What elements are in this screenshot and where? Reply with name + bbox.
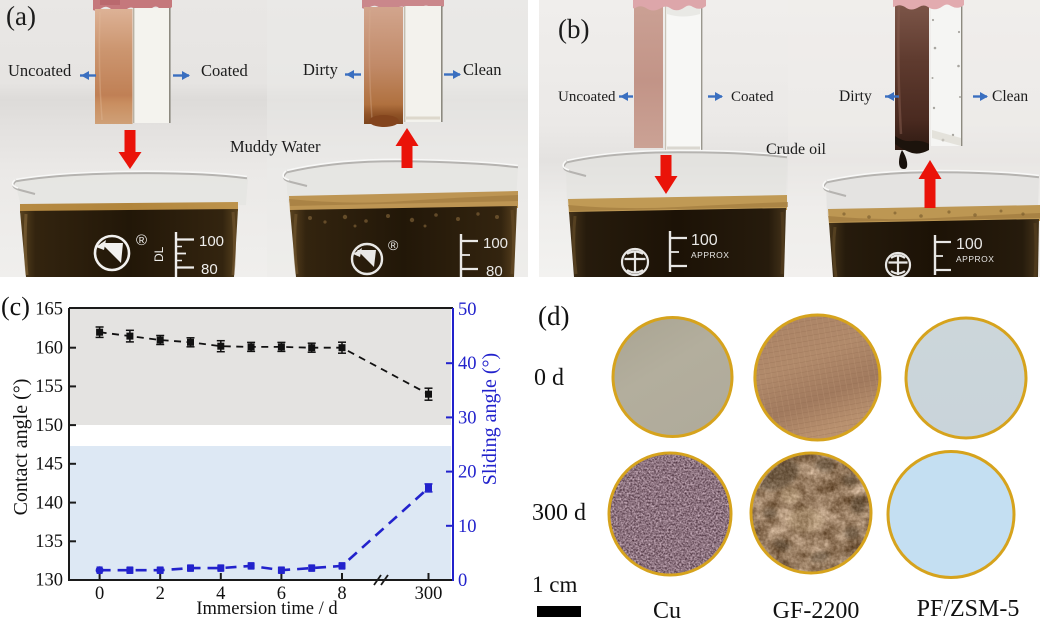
svg-text:Cu: Cu [653, 598, 681, 622]
svg-text:300 d: 300 d [532, 500, 586, 526]
svg-text:30: 30 [458, 408, 477, 428]
svg-text:0: 0 [95, 584, 104, 604]
svg-text:6: 6 [277, 584, 286, 604]
svg-text:Uncoated: Uncoated [558, 89, 616, 105]
svg-text:145: 145 [35, 455, 63, 475]
svg-text:1 cm: 1 cm [532, 572, 577, 597]
svg-text:0 d: 0 d [534, 365, 564, 391]
svg-text:100: 100 [199, 233, 224, 250]
svg-text:165: 165 [35, 300, 63, 320]
svg-text:20: 20 [458, 463, 477, 483]
svg-text:300: 300 [415, 584, 443, 604]
svg-text:100: 100 [691, 232, 718, 249]
svg-text:Clean: Clean [463, 60, 502, 79]
svg-text:10: 10 [458, 517, 477, 537]
svg-text:150: 150 [35, 416, 63, 436]
svg-text:8: 8 [337, 584, 346, 604]
svg-text:Crude oil: Crude oil [766, 141, 827, 158]
svg-text:Uncoated: Uncoated [8, 61, 72, 80]
svg-text:130: 130 [35, 571, 63, 591]
svg-text:®: ® [388, 237, 399, 253]
svg-text:Coated: Coated [201, 61, 248, 80]
svg-text:GF-2200: GF-2200 [773, 598, 860, 622]
svg-text:4: 4 [216, 584, 225, 604]
svg-text:Immersion time / d: Immersion time / d [196, 599, 338, 619]
svg-text:80: 80 [201, 261, 218, 277]
svg-text:®: ® [136, 232, 147, 249]
svg-text:Muddy Water: Muddy Water [230, 137, 321, 156]
svg-text:APPROX: APPROX [956, 254, 994, 264]
svg-text:Clean: Clean [992, 88, 1028, 105]
svg-text:(a): (a) [6, 1, 36, 31]
svg-text:Sliding angle (°): Sliding angle (°) [479, 353, 501, 485]
svg-text:PF/ZSM-5: PF/ZSM-5 [917, 596, 1020, 622]
svg-text:DL: DL [152, 246, 166, 262]
svg-text:APPROX: APPROX [691, 250, 729, 260]
svg-text:(c): (c) [1, 295, 30, 321]
svg-text:140: 140 [35, 493, 63, 513]
svg-text:40: 40 [458, 354, 477, 374]
svg-text:(d): (d) [538, 301, 569, 331]
svg-text:Contact angle (°): Contact angle (°) [10, 379, 32, 516]
svg-text:100: 100 [483, 235, 508, 252]
svg-text:0: 0 [458, 571, 467, 591]
svg-text:135: 135 [35, 532, 63, 552]
svg-text:160: 160 [35, 338, 63, 358]
svg-text:100: 100 [956, 236, 983, 253]
svg-text:Coated: Coated [731, 89, 774, 105]
svg-text:50: 50 [458, 300, 477, 320]
svg-text:155: 155 [35, 377, 63, 397]
svg-text:Dirty: Dirty [303, 60, 339, 79]
svg-text:2: 2 [156, 584, 165, 604]
svg-text:Dirty: Dirty [839, 88, 872, 105]
svg-text:(b): (b) [558, 14, 589, 44]
svg-text:80: 80 [486, 263, 503, 277]
